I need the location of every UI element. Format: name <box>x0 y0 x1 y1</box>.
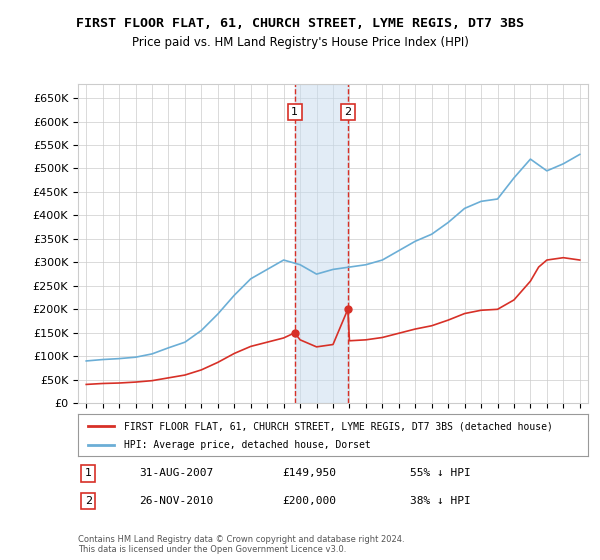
Text: £200,000: £200,000 <box>282 496 336 506</box>
Text: 31-AUG-2007: 31-AUG-2007 <box>139 468 214 478</box>
Text: Contains HM Land Registry data © Crown copyright and database right 2024.
This d: Contains HM Land Registry data © Crown c… <box>78 535 404 554</box>
Text: 26-NOV-2010: 26-NOV-2010 <box>139 496 214 506</box>
Text: 2: 2 <box>344 107 352 117</box>
Text: 38% ↓ HPI: 38% ↓ HPI <box>409 496 470 506</box>
Text: 1: 1 <box>85 468 92 478</box>
Text: HPI: Average price, detached house, Dorset: HPI: Average price, detached house, Dors… <box>124 440 371 450</box>
Text: 55% ↓ HPI: 55% ↓ HPI <box>409 468 470 478</box>
Text: £149,950: £149,950 <box>282 468 336 478</box>
Text: FIRST FLOOR FLAT, 61, CHURCH STREET, LYME REGIS, DT7 3BS (detached house): FIRST FLOOR FLAT, 61, CHURCH STREET, LYM… <box>124 421 553 431</box>
Text: 2: 2 <box>85 496 92 506</box>
Text: FIRST FLOOR FLAT, 61, CHURCH STREET, LYME REGIS, DT7 3BS: FIRST FLOOR FLAT, 61, CHURCH STREET, LYM… <box>76 17 524 30</box>
Text: 1: 1 <box>291 107 298 117</box>
Text: Price paid vs. HM Land Registry's House Price Index (HPI): Price paid vs. HM Land Registry's House … <box>131 36 469 49</box>
Bar <box>295 84 348 403</box>
